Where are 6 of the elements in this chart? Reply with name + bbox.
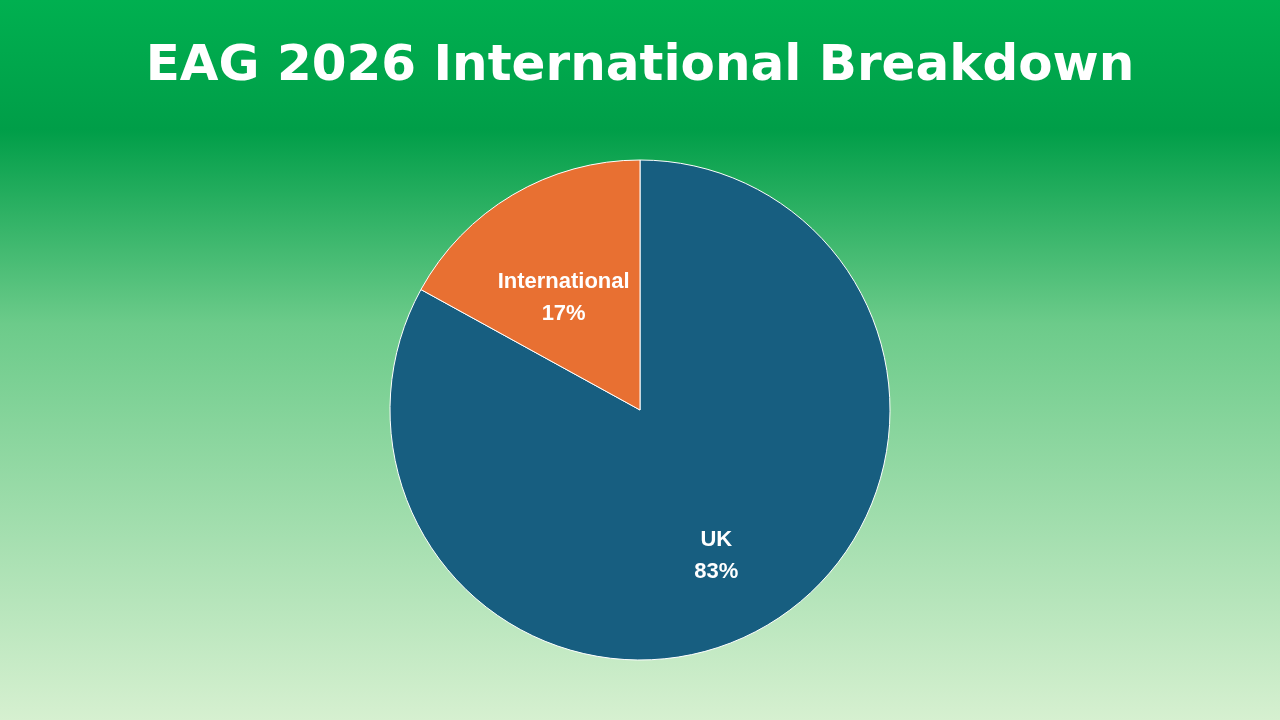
chart-title: EAG 2026 International Breakdown — [145, 34, 1135, 92]
slice-label: International — [497, 267, 630, 293]
slice-label: UK — [700, 526, 733, 552]
data-label: 83% — [694, 558, 739, 584]
pie-slice — [389, 159, 891, 661]
data-label: 17% — [541, 299, 586, 325]
